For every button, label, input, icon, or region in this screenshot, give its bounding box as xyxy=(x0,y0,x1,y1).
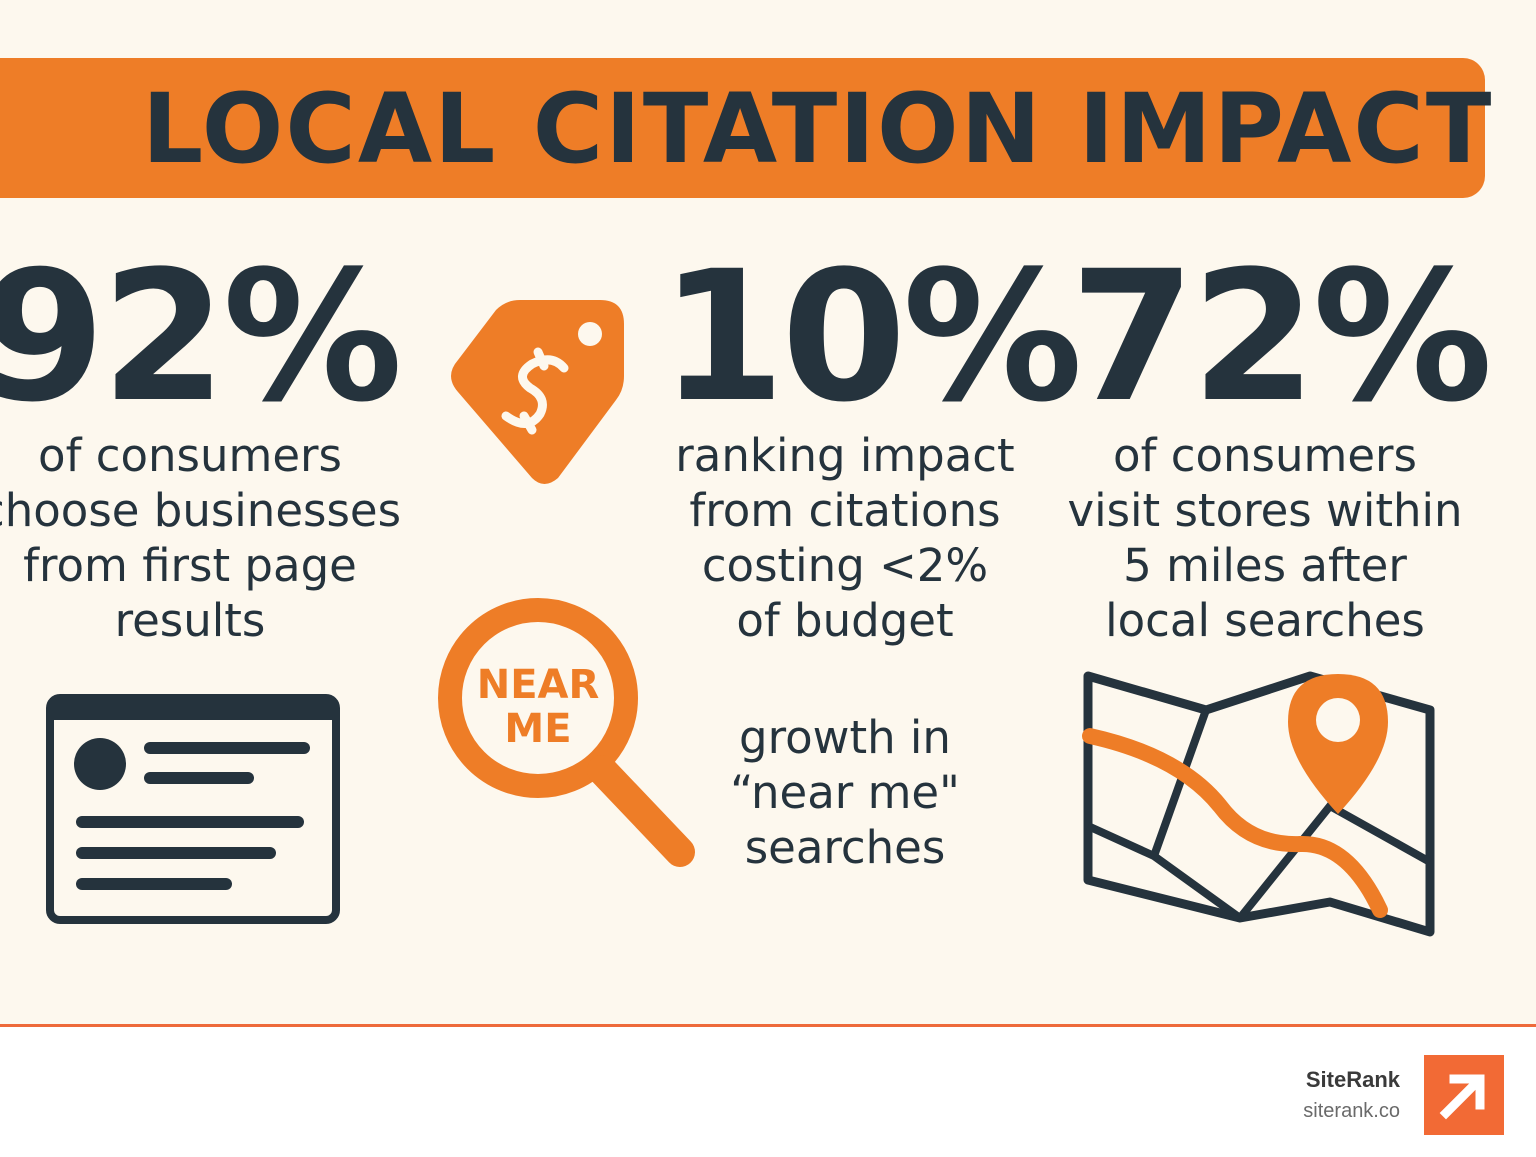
title-banner: LOCAL CITATION IMPACT xyxy=(0,58,1494,198)
arrow-up-right-icon xyxy=(1424,1055,1504,1135)
near-me-badge-line1: NEAR xyxy=(477,662,600,708)
page-title: LOCAL CITATION IMPACT xyxy=(142,73,1494,185)
stat-value-nearby: 72% xyxy=(1070,233,1493,442)
stat-desc-first-page: of consumers choose businesses from firs… xyxy=(0,429,402,647)
stat-desc-ranking: ranking impact from citations costing <2… xyxy=(675,429,1015,647)
stat-value-first-page: 92% xyxy=(0,233,403,442)
stat-value-ranking: 10% xyxy=(660,233,1083,442)
footer: SiteRank siterank.co xyxy=(0,1024,1536,1157)
magnifier-icon: NEAR ME xyxy=(438,598,695,867)
browser-window-icon xyxy=(46,694,340,924)
map-pin-icon xyxy=(1082,671,1435,937)
near-me-desc: growth in “near me" searches xyxy=(730,711,960,874)
near-me-badge-line2: ME xyxy=(504,706,571,752)
price-tag-icon xyxy=(451,300,624,484)
brand-name: SiteRank xyxy=(1305,1067,1400,1092)
brand-url: siterank.co xyxy=(1303,1100,1400,1122)
stat-desc-nearby: of consumers visit stores within 5 miles… xyxy=(1067,429,1463,647)
